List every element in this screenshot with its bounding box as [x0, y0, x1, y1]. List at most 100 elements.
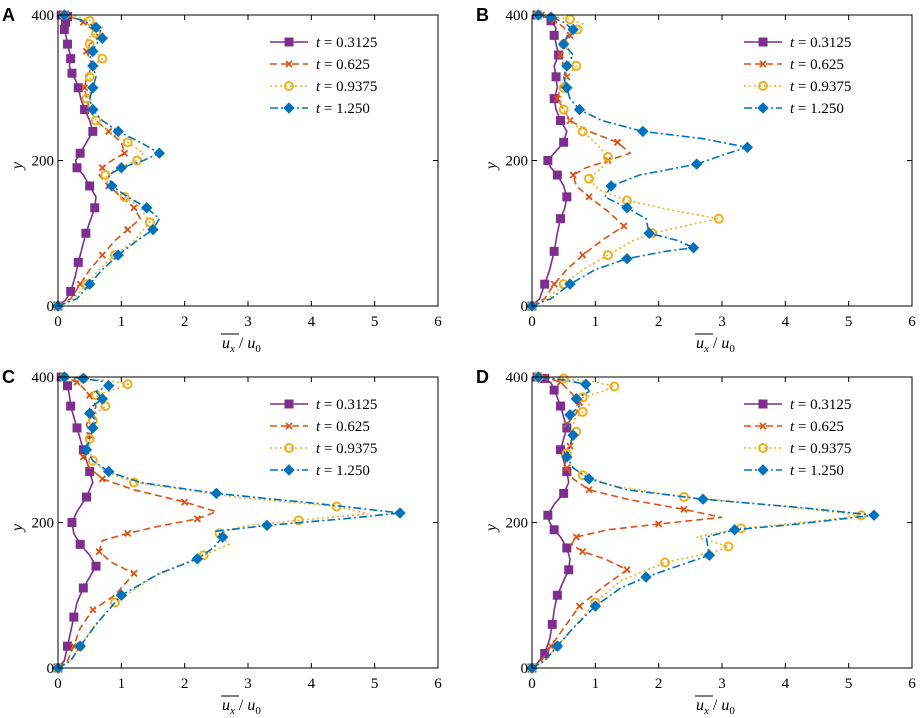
legend-t: t [790, 35, 795, 51]
data-point-marker [75, 148, 85, 158]
data-point-marker [621, 253, 633, 265]
data-point-marker [88, 126, 98, 136]
x-label-sub-0: 0 [255, 705, 261, 717]
data-point-marker [78, 583, 88, 593]
data-point-marker [147, 223, 159, 236]
data-point-marker [558, 373, 569, 384]
data-point-marker [566, 442, 574, 450]
x-label-sep: / [709, 335, 721, 352]
x-tick-label: 2 [655, 314, 663, 330]
data-point-marker [603, 151, 613, 162]
data-point-marker [119, 191, 130, 202]
data-point-marker [87, 60, 99, 72]
legend-label: t = 0.9375 [790, 441, 851, 457]
x-tick-label: 3 [718, 676, 726, 692]
legend-entry-2: t = 0.9375 [744, 441, 851, 457]
legend-entry-3: t = 1.250 [744, 101, 844, 117]
panel-letter: A [2, 5, 15, 25]
data-point-marker [293, 515, 304, 526]
data-point-marker [102, 465, 115, 478]
data-point-marker [687, 242, 700, 254]
data-point-marker [85, 181, 95, 191]
data-point-marker [584, 173, 594, 184]
x-label-sub-0: 0 [255, 343, 261, 355]
data-point-marker [66, 54, 76, 64]
data-point-marker [124, 225, 132, 234]
data-point-marker [613, 138, 622, 146]
data-point-marker [75, 539, 85, 549]
data-point-marker [565, 14, 575, 25]
data-point-marker [564, 278, 576, 290]
data-point-marker [106, 180, 118, 192]
data-point-marker [655, 520, 663, 528]
plot-frame [531, 376, 913, 669]
data-point-marker [561, 451, 573, 463]
data-point-marker [643, 227, 655, 239]
data-point-marker [82, 47, 91, 56]
x-tick-label: 2 [655, 676, 663, 692]
series-line [57, 376, 97, 669]
series-2 [527, 372, 867, 673]
series-line [57, 376, 401, 669]
x-label-sub-x: x [229, 343, 235, 355]
y-axis-label: y [9, 523, 26, 533]
data-point-marker [543, 156, 553, 165]
data-point-marker [87, 82, 99, 94]
series-line [531, 376, 723, 669]
x-tick-label: 1 [592, 314, 600, 330]
y-tick-label: 400 [32, 370, 55, 386]
data-point-marker [87, 103, 99, 116]
legend-label: t = 0.9375 [316, 79, 377, 95]
data-point-marker [551, 72, 561, 82]
data-point-marker [589, 600, 602, 612]
data-point-marker [564, 409, 576, 421]
data-point-marker [561, 60, 573, 72]
legend-marker [759, 60, 767, 68]
x-label-sub-0: 0 [729, 705, 735, 717]
legend-marker [758, 37, 768, 47]
x-tick-label: 4 [308, 314, 316, 330]
legend-value: = 1.250 [794, 463, 844, 479]
legend-label: t = 0.9375 [790, 79, 851, 95]
data-point-marker [66, 401, 76, 411]
data-point-marker [63, 39, 72, 49]
data-point-marker [72, 423, 82, 433]
legend-value: = 0.3125 [320, 397, 377, 413]
legend-marker [284, 399, 294, 409]
x-label-sub-x: x [703, 705, 709, 717]
x-tick-label: 5 [845, 314, 853, 330]
legend-t: t [316, 35, 321, 51]
data-point-marker [80, 444, 93, 456]
legend-value: = 0.9375 [320, 79, 377, 95]
x-tick-label: 0 [528, 676, 536, 692]
legend-label: t = 1.250 [790, 463, 844, 479]
x-label-sep: / [235, 697, 247, 714]
data-point-marker [549, 385, 559, 395]
data-point-marker [67, 518, 77, 527]
data-point-marker [637, 125, 649, 138]
data-point-marker [83, 278, 96, 290]
data-point-marker [100, 401, 111, 412]
data-point-marker [80, 84, 89, 92]
legend-t: t [790, 463, 795, 479]
data-point-marker [210, 487, 223, 500]
data-point-marker [563, 464, 571, 472]
data-point-marker [562, 543, 572, 553]
data-point-marker [100, 170, 111, 181]
legend-value: = 1.250 [794, 101, 844, 117]
data-point-marker [144, 217, 155, 228]
x-label-sep: / [235, 335, 247, 352]
data-point-marker [609, 381, 620, 392]
plot-frame [531, 14, 913, 307]
data-point-marker [728, 524, 741, 536]
y-tick-label: 400 [506, 8, 529, 24]
data-point-marker [198, 550, 209, 561]
data-point-marker [569, 171, 577, 179]
plot-frame [57, 376, 439, 669]
y-tick-label: 0 [521, 299, 529, 315]
legend-marker [283, 102, 295, 114]
legend-entry-0: t = 0.3125 [744, 35, 851, 51]
data-point-marker [87, 455, 98, 466]
data-point-marker [579, 547, 587, 556]
